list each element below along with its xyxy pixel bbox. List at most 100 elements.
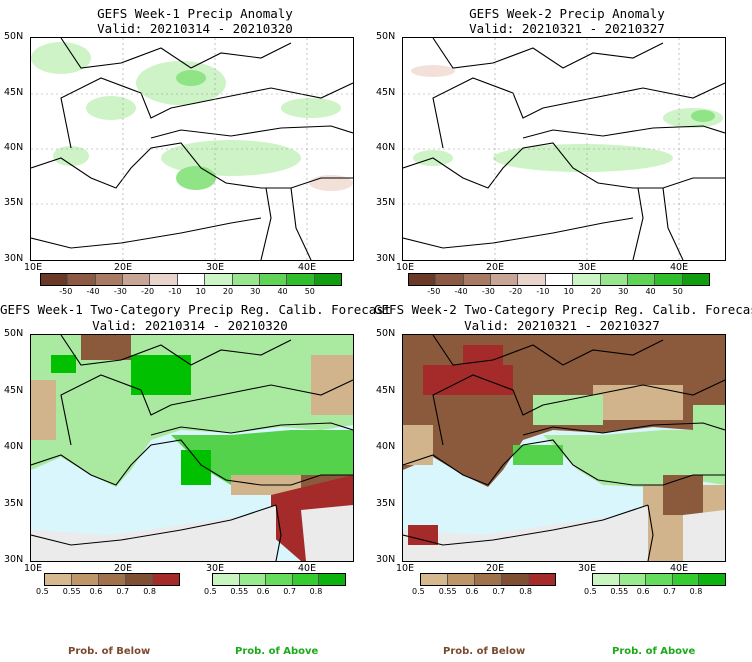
colorbar-swatch	[682, 274, 709, 285]
lat-label: 40N	[4, 441, 24, 452]
panel3-svg	[31, 335, 353, 561]
colorbar-tick-label: 0.5	[412, 587, 425, 596]
colorbar-tick-label: -20	[509, 287, 523, 296]
colorbar-swatch	[502, 574, 529, 585]
lat-label: 45N	[376, 385, 396, 396]
colorbar-swatch	[150, 274, 178, 285]
lat-label: 30N	[376, 554, 396, 565]
colorbar-tick-label: 0.7	[492, 587, 506, 596]
panel4-title: GEFS Week-2 Two-Category Precip Reg. Cal…	[374, 302, 752, 317]
colorbar-swatch	[45, 574, 72, 585]
colorbar-tick-label: 50	[672, 287, 683, 296]
colorbar-tick-label: 0.6	[89, 587, 103, 596]
lat-label: 50N	[376, 31, 396, 42]
lon-label: 10E	[396, 262, 415, 273]
lon-label: 40E	[670, 262, 689, 273]
colorbar-tick-label: 50	[304, 287, 315, 296]
colorbar-swatch	[619, 574, 647, 585]
colorbar-tick-label: 0.5	[204, 587, 217, 596]
colorbar-swatch	[436, 274, 464, 285]
lat-label: 30N	[376, 253, 396, 264]
colorbar-swatch	[518, 274, 546, 285]
colorbar-swatch	[213, 574, 240, 585]
colorbar-tick-label: 30	[250, 287, 261, 296]
colorbar-swatch	[99, 574, 126, 585]
lon-label: 40E	[670, 563, 689, 574]
colorbar-tick-label: 0.6	[256, 587, 270, 596]
colorbar-swatch	[41, 274, 69, 285]
lat-label: 35N	[376, 498, 396, 509]
colorbar-swatch	[232, 274, 260, 285]
anomaly-colorbar-week2	[408, 273, 710, 286]
colorbar-tick-label: 0.55	[230, 587, 249, 596]
colorbar-tick-label: 20	[222, 287, 234, 296]
lon-label: 10E	[396, 563, 415, 574]
colorbar-swatch	[72, 574, 99, 585]
colorbar-swatch	[529, 574, 555, 585]
panel3-title: GEFS Week-1 Two-Category Precip Reg. Cal…	[0, 302, 392, 317]
colorbar-swatch	[475, 574, 502, 585]
lat-label: 35N	[376, 197, 396, 208]
colorbar-tick-label: 0.5	[36, 587, 49, 596]
panel1-valid: Valid: 20210314 - 20210320	[97, 21, 293, 36]
lat-label: 45N	[4, 385, 24, 396]
colorbar-tick-label: -40	[86, 287, 100, 296]
colorbar-swatch	[259, 274, 288, 285]
colorbar-tick-label: 0.55	[610, 587, 629, 596]
panel2-map	[402, 37, 726, 261]
colorbar-swatch	[153, 574, 179, 585]
colorbar-swatch	[68, 274, 96, 285]
anomaly-colorbar-week1	[40, 273, 342, 286]
lat-label: 40N	[4, 142, 24, 153]
panel2-title: GEFS Week-2 Precip Anomaly	[469, 6, 665, 21]
lon-label: 20E	[114, 262, 133, 273]
prob-above-label-left: Prob. of Above	[235, 646, 319, 657]
lat-label: 30N	[4, 253, 24, 264]
lat-label: 45N	[376, 87, 396, 98]
colorbar-swatch	[672, 574, 700, 585]
colorbar-swatch	[646, 574, 673, 585]
colorbar-tick-label: 0.55	[62, 587, 81, 596]
colorbar-tick-label: 40	[277, 287, 288, 296]
colorbar-swatch	[627, 274, 656, 285]
colorbar-tick-label: 0.8	[309, 587, 323, 596]
colorbar-swatch	[491, 274, 519, 285]
colorbar-swatch	[95, 274, 124, 285]
colorbar-swatch	[421, 574, 448, 585]
lat-label: 50N	[4, 31, 24, 42]
colorbar-tick-label: 0.7	[283, 587, 296, 596]
colorbar-tick-label: 0.8	[143, 587, 156, 596]
panel1-title: GEFS Week-1 Precip Anomaly	[97, 6, 293, 21]
lat-label: 30N	[4, 554, 24, 565]
colorbar-tick-label: 10	[563, 287, 574, 296]
colorbar-swatch	[292, 574, 320, 585]
prob-below-colorbar-week1	[44, 573, 180, 586]
colorbar-tick-label: 0.5	[584, 587, 597, 596]
colorbar-swatch	[409, 274, 437, 285]
colorbar-tick-label: 30	[618, 287, 629, 296]
colorbar-swatch	[287, 274, 315, 285]
colorbar-tick-label: 40	[645, 287, 656, 296]
lon-label: 30E	[578, 262, 597, 273]
colorbar-tick-label: -10	[168, 287, 182, 296]
colorbar-tick-label: -50	[427, 287, 441, 296]
lon-label: 10E	[24, 262, 43, 273]
lat-label: 40N	[376, 142, 396, 153]
colorbar-tick-label: 0.7	[663, 587, 676, 596]
prob-below-label-left: Prob. of Below	[68, 646, 151, 657]
lat-label: 50N	[376, 328, 396, 339]
panel1-svg	[31, 38, 353, 260]
prob-below-label-right: Prob. of Below	[443, 646, 526, 657]
panel2-svg	[403, 38, 725, 260]
prob-above-label-right: Prob. of Above	[612, 646, 696, 657]
colorbar-swatch	[239, 574, 267, 585]
lon-label: 20E	[486, 262, 505, 273]
colorbar-tick-label: -20	[141, 287, 155, 296]
colorbar-tick-label: 20	[590, 287, 602, 296]
panel4-valid: Valid: 20210321 - 20210327	[464, 318, 660, 333]
prob-below-colorbar-week2	[420, 573, 556, 586]
lon-label: 40E	[298, 262, 317, 273]
lat-label: 40N	[376, 441, 396, 452]
colorbar-swatch	[600, 274, 628, 285]
lat-label: 50N	[4, 328, 24, 339]
